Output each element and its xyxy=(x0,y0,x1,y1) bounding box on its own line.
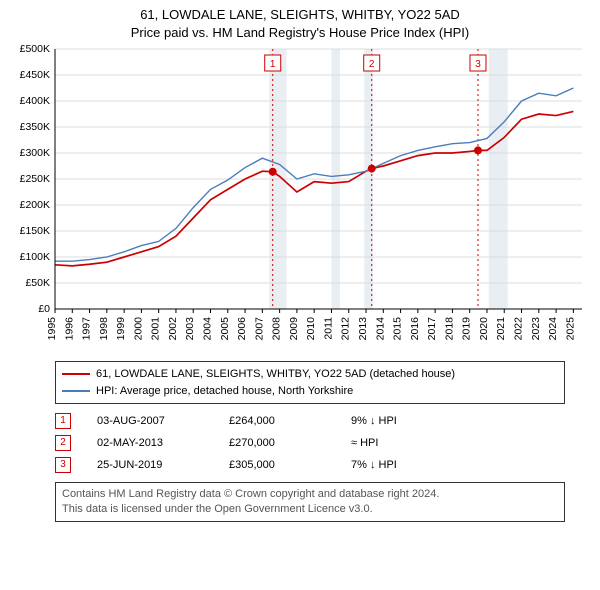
chart-title-line1: 61, LOWDALE LANE, SLEIGHTS, WHITBY, YO22… xyxy=(10,6,590,24)
svg-text:1995: 1995 xyxy=(46,317,58,341)
svg-text:£0: £0 xyxy=(38,303,50,315)
page-container: 61, LOWDALE LANE, SLEIGHTS, WHITBY, YO22… xyxy=(0,0,600,590)
sale-marker-icon: 3 xyxy=(55,457,71,473)
chart-title-block: 61, LOWDALE LANE, SLEIGHTS, WHITBY, YO22… xyxy=(10,6,590,41)
legend-row-property: 61, LOWDALE LANE, SLEIGHTS, WHITBY, YO22… xyxy=(62,366,558,383)
svg-text:2015: 2015 xyxy=(392,317,404,341)
svg-text:£350K: £350K xyxy=(20,121,50,133)
sale-delta: ≈ HPI xyxy=(351,432,378,454)
svg-text:2001: 2001 xyxy=(150,317,162,341)
legend-swatch-hpi xyxy=(62,390,90,392)
svg-text:2018: 2018 xyxy=(443,317,455,341)
svg-text:2011: 2011 xyxy=(322,317,334,340)
sale-marker-icon: 2 xyxy=(55,435,71,451)
svg-text:1997: 1997 xyxy=(81,317,93,341)
sale-price: £264,000 xyxy=(229,410,329,432)
svg-text:2025: 2025 xyxy=(564,317,576,341)
svg-text:2009: 2009 xyxy=(288,317,300,341)
svg-text:£450K: £450K xyxy=(20,69,50,81)
svg-text:2007: 2007 xyxy=(253,317,265,341)
svg-text:1998: 1998 xyxy=(98,317,110,341)
svg-text:1996: 1996 xyxy=(63,317,75,341)
svg-text:£200K: £200K xyxy=(20,199,50,211)
sale-price: £270,000 xyxy=(229,432,329,454)
svg-text:2021: 2021 xyxy=(495,317,507,341)
svg-text:2014: 2014 xyxy=(374,317,386,341)
svg-text:£300K: £300K xyxy=(20,147,50,159)
svg-text:2005: 2005 xyxy=(219,317,231,341)
svg-text:2004: 2004 xyxy=(202,317,214,341)
svg-text:2016: 2016 xyxy=(409,317,421,341)
chart-area: £0 £50K £100K £150K £200K £250K £300K £350K £400… xyxy=(10,45,590,355)
svg-text:2000: 2000 xyxy=(132,317,144,341)
sale-delta: 9% ↓ HPI xyxy=(351,410,397,432)
line-chart-svg: £0 £50K £100K £150K £200K £250K £300K £350K £400… xyxy=(10,45,590,355)
svg-text:2019: 2019 xyxy=(461,317,473,341)
legend-swatch-property xyxy=(62,373,90,375)
svg-text:2: 2 xyxy=(369,59,375,70)
svg-text:£50K: £50K xyxy=(25,277,50,289)
sale-row: 1 03-AUG-2007 £264,000 9% ↓ HPI xyxy=(55,410,590,432)
svg-text:£100K: £100K xyxy=(20,251,50,263)
svg-text:£150K: £150K xyxy=(20,225,50,237)
legend-label-hpi: HPI: Average price, detached house, Nort… xyxy=(96,383,353,400)
svg-text:£500K: £500K xyxy=(20,45,50,55)
svg-text:2020: 2020 xyxy=(478,317,490,341)
sale-date: 03-AUG-2007 xyxy=(97,410,207,432)
legend-box: 61, LOWDALE LANE, SLEIGHTS, WHITBY, YO22… xyxy=(55,361,565,404)
svg-text:2008: 2008 xyxy=(271,317,283,341)
legend-label-property: 61, LOWDALE LANE, SLEIGHTS, WHITBY, YO22… xyxy=(96,366,455,383)
sale-marker-icon: 1 xyxy=(55,413,71,429)
svg-text:2024: 2024 xyxy=(547,317,559,341)
svg-text:2013: 2013 xyxy=(357,317,369,341)
svg-text:2006: 2006 xyxy=(236,317,248,341)
sale-row: 2 02-MAY-2013 £270,000 ≈ HPI xyxy=(55,432,590,454)
license-line-1: Contains HM Land Registry data © Crown c… xyxy=(62,487,558,502)
svg-text:2022: 2022 xyxy=(513,317,525,341)
sale-date: 02-MAY-2013 xyxy=(97,432,207,454)
svg-text:2010: 2010 xyxy=(305,317,317,341)
sale-events-list: 1 03-AUG-2007 £264,000 9% ↓ HPI 2 02-MAY-2013… xyxy=(55,410,590,476)
svg-text:2002: 2002 xyxy=(167,317,179,341)
svg-text:1: 1 xyxy=(270,59,276,70)
sale-delta: 7% ↓ HPI xyxy=(351,454,397,476)
sale-row: 3 25-JUN-2019 £305,000 7% ↓ HPI xyxy=(55,454,590,476)
legend-row-hpi: HPI: Average price, detached house, Nort… xyxy=(62,383,558,400)
svg-text:2003: 2003 xyxy=(184,317,196,341)
svg-text:2012: 2012 xyxy=(340,317,352,341)
chart-title-line2: Price paid vs. HM Land Registry's House … xyxy=(10,24,590,42)
sale-date: 25-JUN-2019 xyxy=(97,454,207,476)
svg-text:2023: 2023 xyxy=(530,317,542,341)
license-box: Contains HM Land Registry data © Crown c… xyxy=(55,482,565,522)
svg-text:1999: 1999 xyxy=(115,317,127,341)
svg-text:£250K: £250K xyxy=(20,173,50,185)
license-line-2: This data is licensed under the Open Gov… xyxy=(62,502,558,517)
sale-price: £305,000 xyxy=(229,454,329,476)
svg-text:2017: 2017 xyxy=(426,317,438,341)
svg-text:£400K: £400K xyxy=(20,95,50,107)
svg-text:3: 3 xyxy=(475,59,481,70)
